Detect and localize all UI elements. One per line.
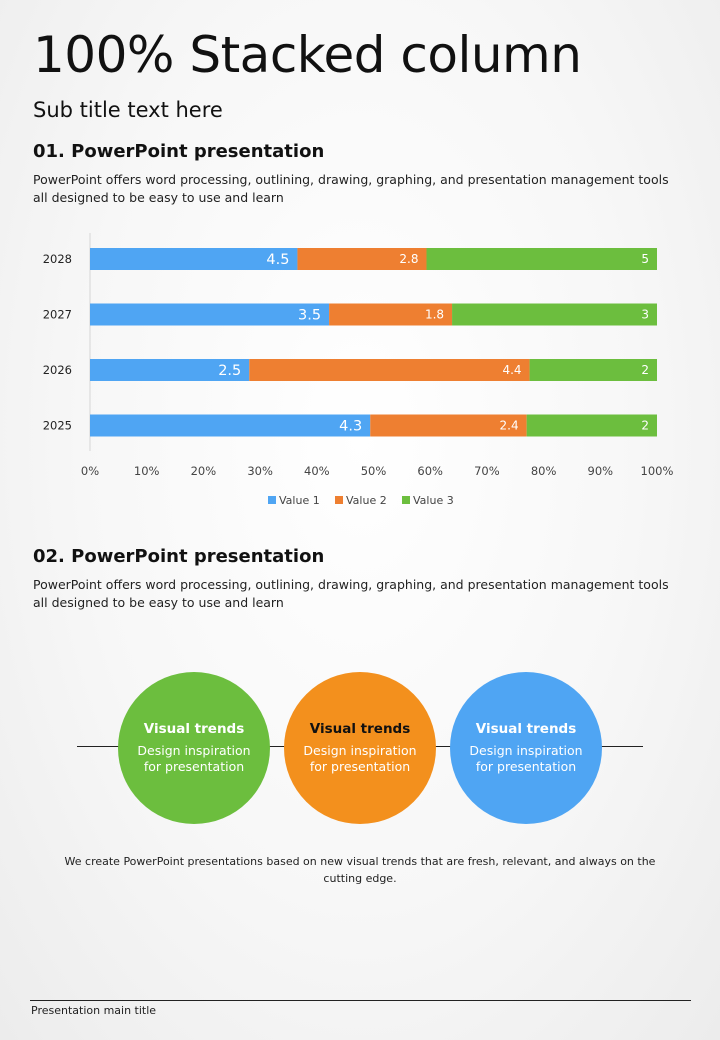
page-title: 100% Stacked column xyxy=(33,26,582,84)
x-tick-label-60: 60% xyxy=(417,464,443,478)
bar-2025-series-1 xyxy=(90,414,371,437)
x-tick-label-80: 80% xyxy=(531,464,557,478)
bar-2027-series-2 xyxy=(329,303,453,326)
page-subtitle: Sub title text here xyxy=(33,98,223,122)
caption-text: We create PowerPoint presentations based… xyxy=(64,855,656,885)
bar-2025-series-2 xyxy=(370,414,527,437)
x-tick-label-30: 30% xyxy=(247,464,273,478)
stacked-bar-chart: 2028 4.5 2.8 5 2027 3.5 1.8 3 2026 2.5 4.4 2 2025 4.3… xyxy=(43,233,674,507)
bar-2028-series-2 xyxy=(297,248,427,270)
legend-swatch-1 xyxy=(268,496,276,504)
x-tick-label-20: 20% xyxy=(191,464,217,478)
legend-label-3: Value 3 xyxy=(413,494,454,507)
section1-body: PowerPoint offers word processing, outli… xyxy=(33,172,669,205)
bar-2026-series-1 xyxy=(90,359,250,381)
x-tick-label-40: 40% xyxy=(304,464,330,478)
data-label-2028-series-3: 5 xyxy=(641,252,649,266)
legend-swatch-2 xyxy=(335,496,343,504)
bar-2026-series-3 xyxy=(529,359,657,381)
data-label-2028-series-2: 2.8 xyxy=(399,252,418,266)
x-tick-label-0: 0% xyxy=(81,464,99,478)
legend-label-2: Value 2 xyxy=(346,494,387,507)
bar-2028-series-3 xyxy=(426,248,657,270)
trend-circle-1-title: Visual trends xyxy=(143,721,245,737)
trend-circle-3-desc: Design inspiration for presentation xyxy=(469,743,583,774)
x-tick-label-50: 50% xyxy=(361,464,387,478)
data-label-2026-series-2: 4.4 xyxy=(502,363,521,377)
y-tick-label-2027: 2027 xyxy=(43,308,72,322)
x-tick-label-10: 10% xyxy=(134,464,160,478)
x-tick-label-90: 90% xyxy=(588,464,614,478)
trend-circle-3: Visual trends Design inspiration for pre… xyxy=(450,672,602,824)
data-label-2025-series-2: 2.4 xyxy=(500,419,519,433)
bar-2027-series-3 xyxy=(452,303,657,326)
data-label-2028-series-1: 4.5 xyxy=(266,252,289,268)
section2-heading: 02. PowerPoint presentation xyxy=(33,546,325,567)
data-label-2026-series-1: 2.5 xyxy=(218,363,241,379)
data-label-2027-series-3: 3 xyxy=(641,308,649,322)
trend-circle-2: Visual trends Design inspiration for pre… xyxy=(284,672,436,824)
legend-swatch-3 xyxy=(402,496,410,504)
section2-body: PowerPoint offers word processing, outli… xyxy=(33,577,669,610)
trend-circle-1: Visual trends Design inspiration for pre… xyxy=(118,672,270,824)
bar-2025-series-3 xyxy=(526,414,657,437)
bar-2027-series-1 xyxy=(90,303,330,326)
x-tick-label-70: 70% xyxy=(474,464,500,478)
data-label-2026-series-3: 2 xyxy=(641,363,649,377)
y-tick-label-2026: 2026 xyxy=(43,363,72,377)
trend-circle-2-title: Visual trends xyxy=(309,721,411,737)
bar-2028-series-1 xyxy=(90,248,298,270)
trend-circle-1-desc: Design inspiration for presentation xyxy=(137,743,251,774)
data-label-2025-series-3: 2 xyxy=(641,419,649,433)
trend-circle-3-title: Visual trends xyxy=(475,721,577,737)
x-tick-label-100: 100% xyxy=(641,464,674,478)
y-tick-label-2028: 2028 xyxy=(43,252,72,266)
data-label-2025-series-1: 4.3 xyxy=(339,419,362,435)
trend-circle-2-desc: Design inspiration for presentation xyxy=(303,743,417,774)
footer-divider xyxy=(30,1000,691,1001)
bar-2026-series-2 xyxy=(249,359,530,381)
section1-heading: 01. PowerPoint presentation xyxy=(33,141,325,162)
data-label-2027-series-1: 3.5 xyxy=(298,308,321,324)
y-tick-label-2025: 2025 xyxy=(43,419,72,433)
legend-label-1: Value 1 xyxy=(279,494,320,507)
footer-title: Presentation main title xyxy=(31,1004,157,1017)
data-label-2027-series-2: 1.8 xyxy=(425,308,444,322)
